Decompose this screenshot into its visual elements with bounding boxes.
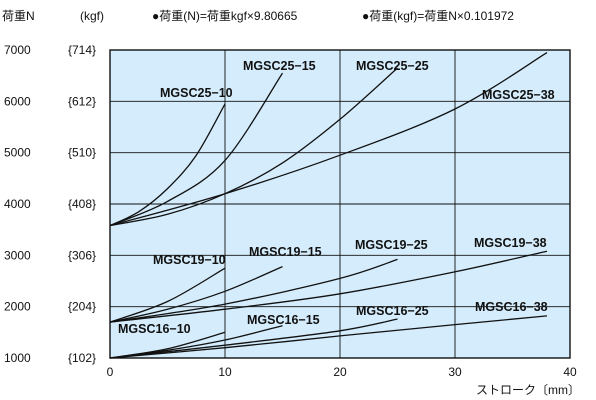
curve-label-mgsc25-25: MGSC25−25	[356, 59, 429, 73]
curve-mgsc25-15	[109, 72, 284, 227]
curve-label-mgsc19-10: MGSC19−10	[153, 253, 226, 267]
curve-mgsc19-15	[109, 266, 283, 323]
grid-lines	[109, 49, 571, 359]
curve-label-mgsc19-38: MGSC19−38	[474, 236, 547, 250]
y-tick-label-kgf: {306}	[68, 248, 96, 262]
curve-label-mgsc25-38: MGSC25−38	[482, 88, 555, 102]
curve-mgsc25-10	[109, 103, 226, 227]
curve-label-mgsc16-38: MGSC16−38	[475, 300, 548, 314]
conversion-note-kgf: ●荷重(kgf)=荷重N×0.101972	[362, 9, 514, 23]
y-axis-unit-alt: (kgf)	[80, 9, 104, 23]
curve-label-mgsc16-25: MGSC16−25	[356, 304, 429, 318]
curve-label-mgsc19-15: MGSC19−15	[249, 245, 322, 259]
curve-mgsc25-38	[109, 52, 548, 227]
curve-mgsc19-25	[109, 258, 398, 323]
curve-label-mgsc16-15: MGSC16−15	[247, 313, 320, 327]
plot-frame	[109, 49, 571, 359]
curve-label-mgsc25-10: MGSC25−10	[160, 86, 233, 100]
x-tick-labels: 0 10 20 30 40	[107, 365, 577, 379]
y-tick-label: 6000	[4, 94, 31, 108]
y-tick-label-kgf: {408}	[68, 197, 96, 211]
curve-mgsc25-25	[109, 67, 398, 227]
y-tick-label: 4000	[4, 197, 31, 211]
y-tick-labels: 7000 {714} 6000 {612} 5000 {510} 4000 {408} 3000…	[4, 43, 96, 365]
x-tick-label: 40	[563, 365, 577, 379]
y-tick-label-kgf: {204}	[68, 300, 96, 314]
curve-mgsc16-25	[109, 318, 398, 359]
y-tick-label: 5000	[4, 146, 31, 160]
y-tick-label-kgf: {612}	[68, 94, 96, 108]
curve-labels: MGSC25−10 MGSC25−15 MGSC25−25 MGSC25−38 MGSC…	[118, 59, 555, 336]
y-axis-title: 荷重N	[2, 9, 35, 23]
curve-label-mgsc19-25: MGSC19−25	[355, 238, 428, 252]
y-tick-label: 7000	[4, 43, 31, 57]
y-tick-label-kgf: {714}	[68, 43, 96, 57]
curve-label-mgsc25-15: MGSC25−15	[243, 59, 316, 73]
y-tick-label: 1000	[4, 351, 31, 365]
x-tick-label: 0	[107, 365, 114, 379]
curve-mgsc16-38	[109, 315, 548, 359]
curve-label-mgsc16-10: MGSC16−10	[118, 322, 191, 336]
data-curves	[109, 52, 548, 359]
y-tick-label-kgf: {510}	[68, 146, 96, 160]
x-tick-label: 20	[333, 365, 347, 379]
conversion-note-newton: ●荷重(N)=荷重kgf×9.80665	[152, 9, 298, 23]
x-tick-label: 30	[448, 365, 462, 379]
y-tick-label: 3000	[4, 248, 31, 262]
y-tick-label-kgf: {102}	[68, 351, 96, 365]
curve-mgsc19-10	[109, 267, 226, 323]
y-tick-label: 2000	[4, 300, 31, 314]
x-tick-label: 10	[218, 365, 232, 379]
x-axis-title: ストローク〔mm〕	[476, 383, 580, 397]
curve-mgsc19-38	[109, 250, 548, 323]
